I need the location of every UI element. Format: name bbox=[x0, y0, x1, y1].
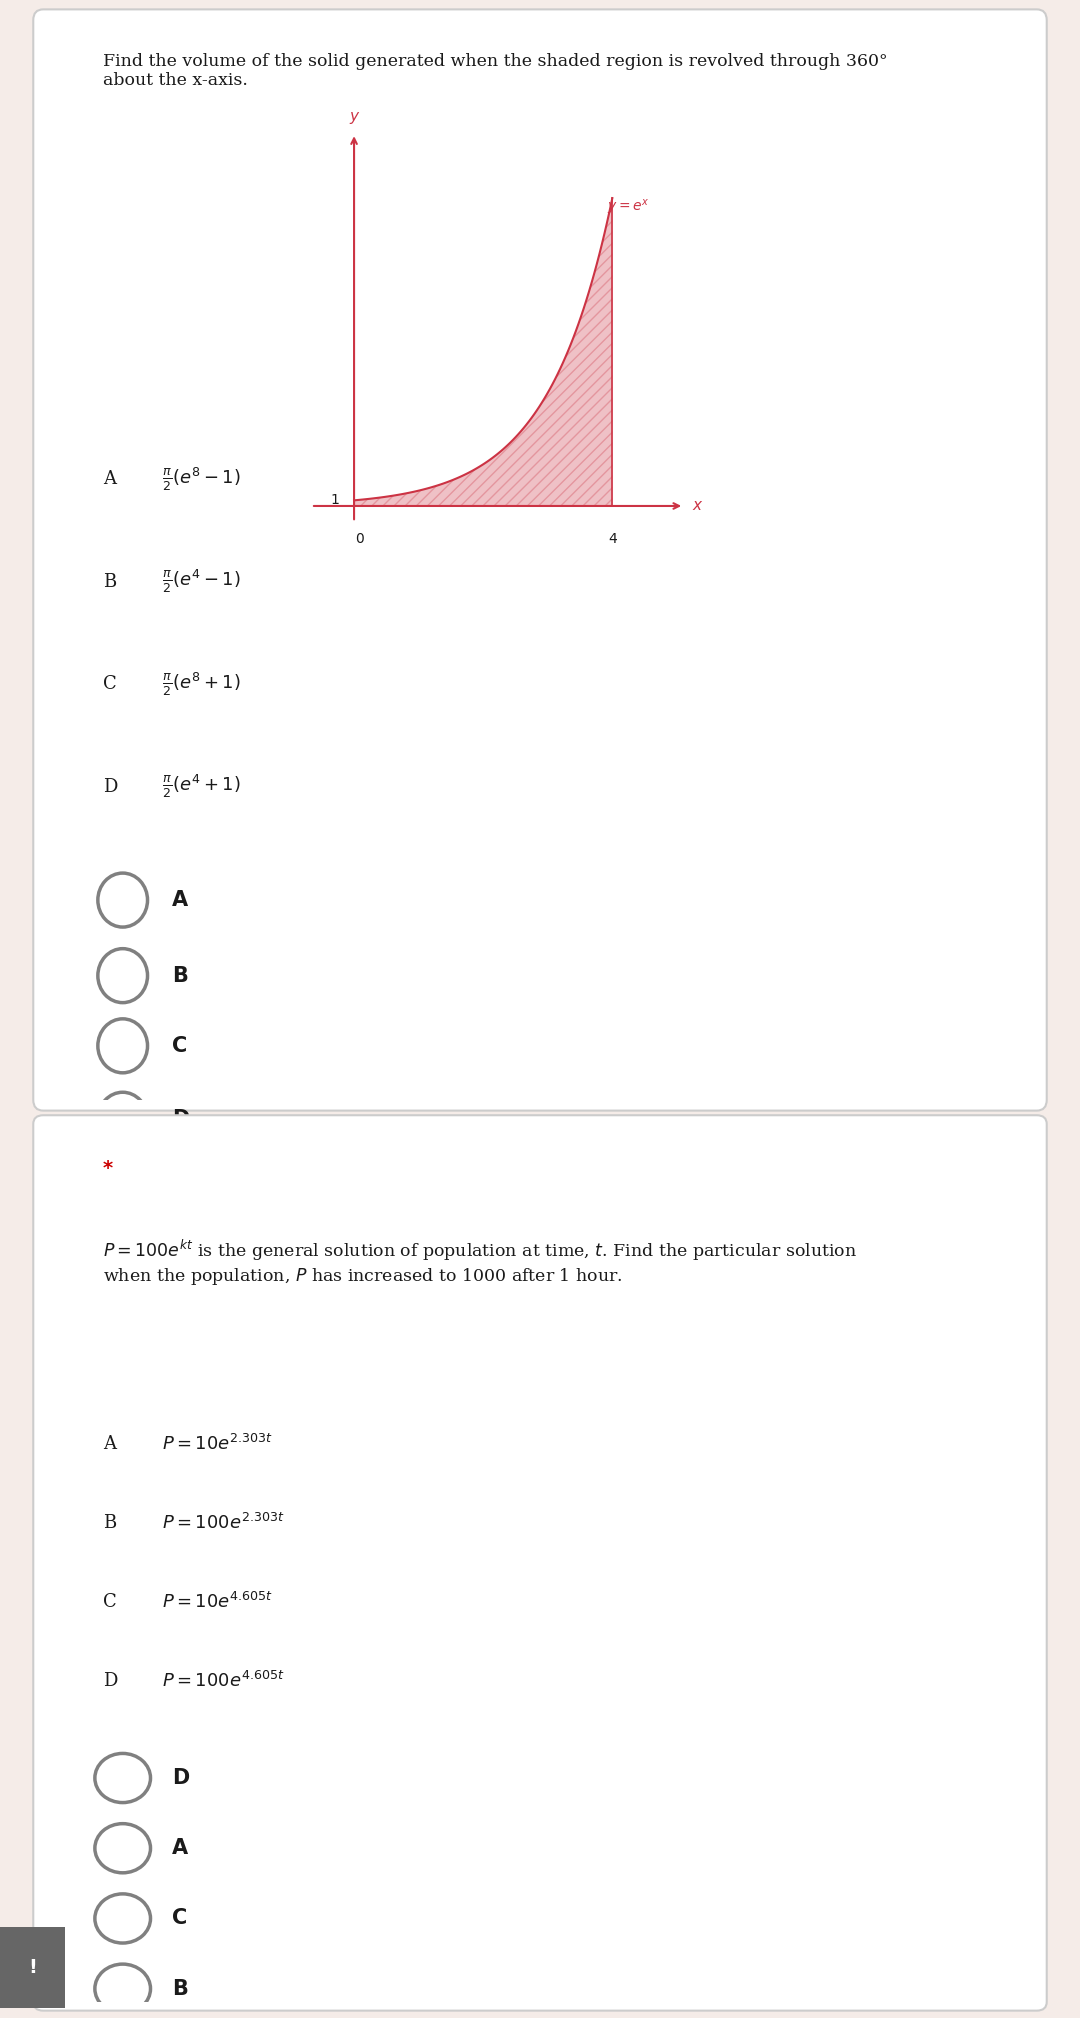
Text: $P = 100e^{kt}$ is the general solution of population at time, $t$. Find the par: $P = 100e^{kt}$ is the general solution … bbox=[103, 1239, 856, 1287]
Text: B: B bbox=[103, 573, 116, 591]
Text: $\frac{\pi}{2}(e^8 + 1)$: $\frac{\pi}{2}(e^8 + 1)$ bbox=[162, 670, 241, 698]
Text: $\frac{\pi}{2}(e^4 + 1)$: $\frac{\pi}{2}(e^4 + 1)$ bbox=[162, 773, 241, 801]
Text: C: C bbox=[103, 676, 117, 692]
Text: B: B bbox=[173, 967, 188, 985]
Text: C: C bbox=[103, 1594, 117, 1612]
Text: D: D bbox=[103, 777, 118, 795]
Text: A: A bbox=[103, 1435, 116, 1453]
Text: $\frac{\pi}{2}(e^4 - 1)$: $\frac{\pi}{2}(e^4 - 1)$ bbox=[162, 567, 241, 595]
Text: A: A bbox=[173, 890, 189, 910]
Text: A: A bbox=[173, 1838, 189, 1859]
Text: $P = 10e^{4.605t}$: $P = 10e^{4.605t}$ bbox=[162, 1592, 273, 1612]
Text: C: C bbox=[173, 1035, 188, 1055]
Text: C: C bbox=[173, 1909, 188, 1929]
Text: $y = e^x$: $y = e^x$ bbox=[607, 198, 649, 218]
Text: $P = 10e^{2.303t}$: $P = 10e^{2.303t}$ bbox=[162, 1435, 273, 1455]
Text: A: A bbox=[103, 470, 116, 488]
Text: B: B bbox=[103, 1514, 116, 1532]
Text: x: x bbox=[692, 498, 702, 513]
FancyBboxPatch shape bbox=[33, 1116, 1047, 2010]
Text: Find the volume of the solid generated when the shaded region is revolved throug: Find the volume of the solid generated w… bbox=[103, 52, 888, 89]
FancyBboxPatch shape bbox=[33, 10, 1047, 1110]
Text: 4: 4 bbox=[608, 533, 617, 547]
FancyBboxPatch shape bbox=[0, 1923, 68, 2012]
Text: D: D bbox=[173, 1768, 190, 1788]
Text: D: D bbox=[103, 1673, 118, 1691]
Text: *: * bbox=[103, 1158, 113, 1179]
Text: $P = 100e^{4.605t}$: $P = 100e^{4.605t}$ bbox=[162, 1671, 285, 1691]
Text: $\frac{\pi}{2}(e^8 - 1)$: $\frac{\pi}{2}(e^8 - 1)$ bbox=[162, 466, 241, 492]
Text: 0: 0 bbox=[355, 533, 364, 547]
Text: 1: 1 bbox=[330, 492, 340, 507]
Text: $P = 100e^{2.303t}$: $P = 100e^{2.303t}$ bbox=[162, 1514, 285, 1534]
Text: !: ! bbox=[28, 1957, 37, 1978]
Text: B: B bbox=[173, 1980, 188, 1998]
Text: y: y bbox=[350, 109, 359, 123]
Text: D: D bbox=[173, 1110, 190, 1130]
